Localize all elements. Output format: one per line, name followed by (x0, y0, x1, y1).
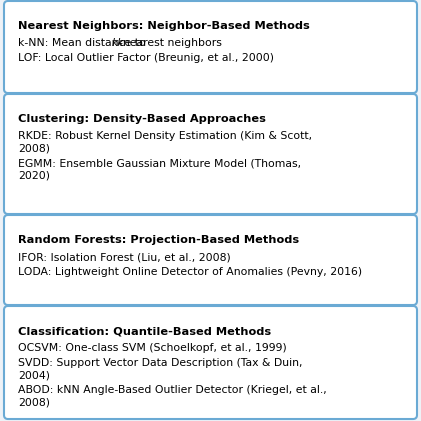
FancyBboxPatch shape (4, 94, 417, 214)
Text: LODA: Lightweight Online Detector of Anomalies (Pevny, 2016): LODA: Lightweight Online Detector of Ano… (18, 267, 362, 277)
Text: Random Forests: Projection-Based Methods: Random Forests: Projection-Based Methods (18, 235, 299, 245)
Text: LOF: Local Outlier Factor (Breunig, et al., 2000): LOF: Local Outlier Factor (Breunig, et a… (18, 53, 274, 63)
Text: EGMM: Ensemble Gaussian Mixture Model (Thomas,
2020): EGMM: Ensemble Gaussian Mixture Model (T… (18, 158, 301, 181)
Text: OCSVM: One-class SVM (Schoelkopf, et al., 1999): OCSVM: One-class SVM (Schoelkopf, et al.… (18, 343, 287, 353)
Text: SVDD: Support Vector Data Description (Tax & Duin,
2004): SVDD: Support Vector Data Description (T… (18, 358, 303, 381)
FancyBboxPatch shape (4, 215, 417, 305)
Text: -nearest neighbors: -nearest neighbors (120, 38, 222, 48)
Text: Nearest Neighbors: Neighbor-Based Methods: Nearest Neighbors: Neighbor-Based Method… (18, 21, 310, 31)
Text: Classification: Quantile-Based Methods: Classification: Quantile-Based Methods (18, 326, 271, 336)
Text: kk: kk (111, 38, 124, 48)
FancyBboxPatch shape (4, 1, 417, 93)
Text: Clustering: Density-Based Approaches: Clustering: Density-Based Approaches (18, 114, 266, 124)
Text: RKDE: Robust Kernel Density Estimation (Kim & Scott,
2008): RKDE: Robust Kernel Density Estimation (… (18, 131, 312, 153)
Text: IFOR: Isolation Forest (Liu, et al., 2008): IFOR: Isolation Forest (Liu, et al., 200… (18, 252, 231, 262)
Text: k-NN: Mean distance to: k-NN: Mean distance to (18, 38, 149, 48)
FancyBboxPatch shape (4, 306, 417, 419)
Text: ABOD: kNN Angle-Based Outlier Detector (Kriegel, et al.,
2008): ABOD: kNN Angle-Based Outlier Detector (… (18, 385, 327, 408)
